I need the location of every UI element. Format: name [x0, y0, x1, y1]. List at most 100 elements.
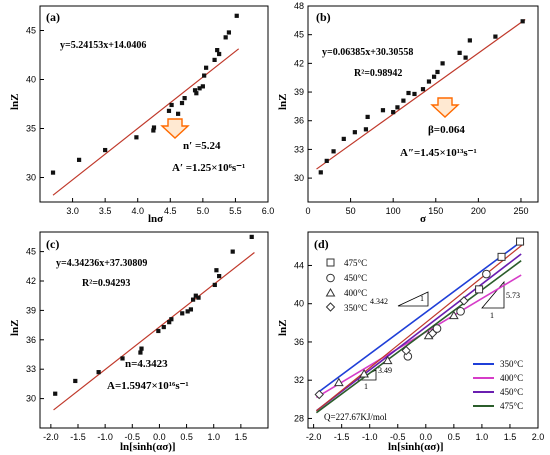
data-point — [182, 96, 187, 101]
slope-run-1: 1 — [420, 294, 424, 303]
panel-b: (b) y=0.06385x+30.30558 R²=0.98942 β=0.0… — [277, 5, 539, 225]
legend-triangle-icon — [325, 287, 336, 297]
data-point — [179, 100, 185, 106]
equation-a: y=5.24153x+14.0406 — [60, 40, 146, 51]
x-tick-label: 3.0 — [66, 206, 79, 216]
y-tick-label: 30 — [294, 173, 304, 183]
marker-diamond — [314, 389, 324, 400]
chart-marks: 3.0 3.5 4.0 4.5 5.0 5.5 6.0 30 35 40 45 0 50 100 150 20… — [26, 1, 544, 442]
r2-b: R²=0.98942 — [354, 68, 402, 79]
panel-label-a: (a) — [46, 10, 60, 24]
annotation-a-1: n′ =5.24 — [183, 140, 221, 152]
data-point — [230, 249, 235, 254]
data-point — [365, 114, 370, 120]
plot-frame-a — [39, 5, 269, 203]
y-tick-label: 28 — [294, 413, 304, 423]
plot-frame-b — [307, 5, 539, 203]
y-tick-label: 36 — [294, 116, 304, 126]
x-tick-label: 50 — [346, 206, 356, 216]
annotation-c-2: A=1.5947×10¹⁶s⁻¹ — [107, 380, 189, 392]
x-tick-label: 1.0 — [476, 432, 489, 442]
marker-triangle — [382, 355, 393, 365]
ylabel-c: lnZ — [9, 319, 21, 336]
y-tick-label: 33 — [294, 144, 304, 154]
plot-frame-c — [39, 231, 269, 429]
panel-a: (a) y=5.24153x+14.0406 n′ =5.24 A′ =1.25… — [9, 5, 269, 225]
data-point — [151, 125, 157, 130]
data-point — [161, 324, 166, 330]
x-tick-label: -2.0 — [306, 432, 322, 442]
series-line-475°C — [315, 260, 522, 414]
legend-line-label-450: 450°C — [500, 387, 523, 397]
down-arrow-icon — [430, 97, 460, 118]
panel-label-c: (c) — [46, 237, 59, 251]
x-tick-label: 0.0 — [153, 432, 166, 442]
data-point — [202, 73, 207, 78]
data-point — [493, 34, 498, 39]
data-point — [324, 158, 329, 163]
x-tick-label: 150 — [428, 206, 443, 216]
fit-line — [316, 19, 526, 170]
marker-square — [475, 285, 484, 294]
data-point — [167, 320, 172, 325]
data-point — [169, 102, 174, 108]
data-point — [420, 87, 426, 92]
ylabel-a: lnZ — [9, 93, 21, 110]
y-tick-label: 32 — [294, 375, 304, 385]
data-point — [194, 91, 199, 96]
data-point — [215, 48, 220, 53]
legend-square-icon — [326, 258, 335, 267]
xlabel-a: lnσ — [148, 213, 163, 225]
x-tick-label: 1.5 — [235, 432, 248, 442]
xlabel-c: ln[sinh(ασ)] — [120, 441, 176, 453]
data-point — [196, 295, 201, 300]
y-tick-label: 30 — [26, 394, 36, 404]
x-tick-label: 0.0 — [420, 432, 433, 442]
data-point — [138, 350, 143, 355]
data-point — [190, 297, 196, 302]
x-tick-label: -1.0 — [97, 432, 113, 442]
fit-line — [53, 252, 255, 411]
data-point — [193, 293, 198, 298]
marker-triangle — [359, 368, 369, 378]
x-tick-label: -1.5 — [70, 432, 86, 442]
data-point — [197, 86, 202, 91]
slope-triangle-1 — [397, 291, 429, 307]
panel-marks-0: 3.0 3.5 4.0 4.5 5.0 5.5 6.0 30 35 40 45 — [26, 13, 275, 216]
down-arrow-icon — [160, 118, 190, 139]
legend-line-label-475: 475°C — [500, 401, 523, 411]
y-tick-label: 48 — [294, 1, 304, 11]
legend-marker-350: 350°C — [344, 303, 367, 313]
marker-square — [497, 252, 506, 261]
data-point — [120, 356, 125, 361]
data-point — [212, 282, 217, 288]
x-tick-label: 1.5 — [504, 432, 517, 442]
data-point — [440, 61, 445, 66]
x-tick-label: -1.5 — [334, 432, 350, 442]
data-point — [331, 149, 336, 154]
marker-legend: 475°C 450°C 400°C 350°C — [325, 258, 367, 313]
slope-label-3: 3.49 — [378, 366, 392, 375]
data-point — [73, 378, 78, 384]
x-tick-label: 100 — [386, 206, 401, 216]
legend-diamond-icon — [325, 302, 336, 312]
data-point — [139, 346, 144, 351]
y-tick-label: 44 — [294, 260, 304, 270]
line-legend: 350°C 400°C 450°C 475°C — [473, 359, 523, 411]
x-tick-label: 4.5 — [164, 206, 177, 216]
data-point — [457, 50, 462, 55]
data-point — [214, 268, 219, 273]
y-tick-label: 40 — [294, 299, 304, 309]
y-tick-label: 30 — [26, 173, 36, 183]
data-point — [96, 370, 101, 375]
marker-diamond — [459, 296, 469, 306]
x-tick-label: 6.0 — [262, 206, 275, 216]
equation-b: y=0.06385x+30.30558 — [322, 47, 413, 58]
data-point — [406, 90, 411, 96]
panel-label-b: (b) — [316, 10, 331, 24]
legend-marker-475: 475°C — [344, 258, 367, 268]
marker-circle — [432, 324, 442, 333]
data-point — [435, 69, 440, 75]
data-point — [134, 135, 139, 140]
x-tick-label: 2.0 — [532, 432, 545, 442]
